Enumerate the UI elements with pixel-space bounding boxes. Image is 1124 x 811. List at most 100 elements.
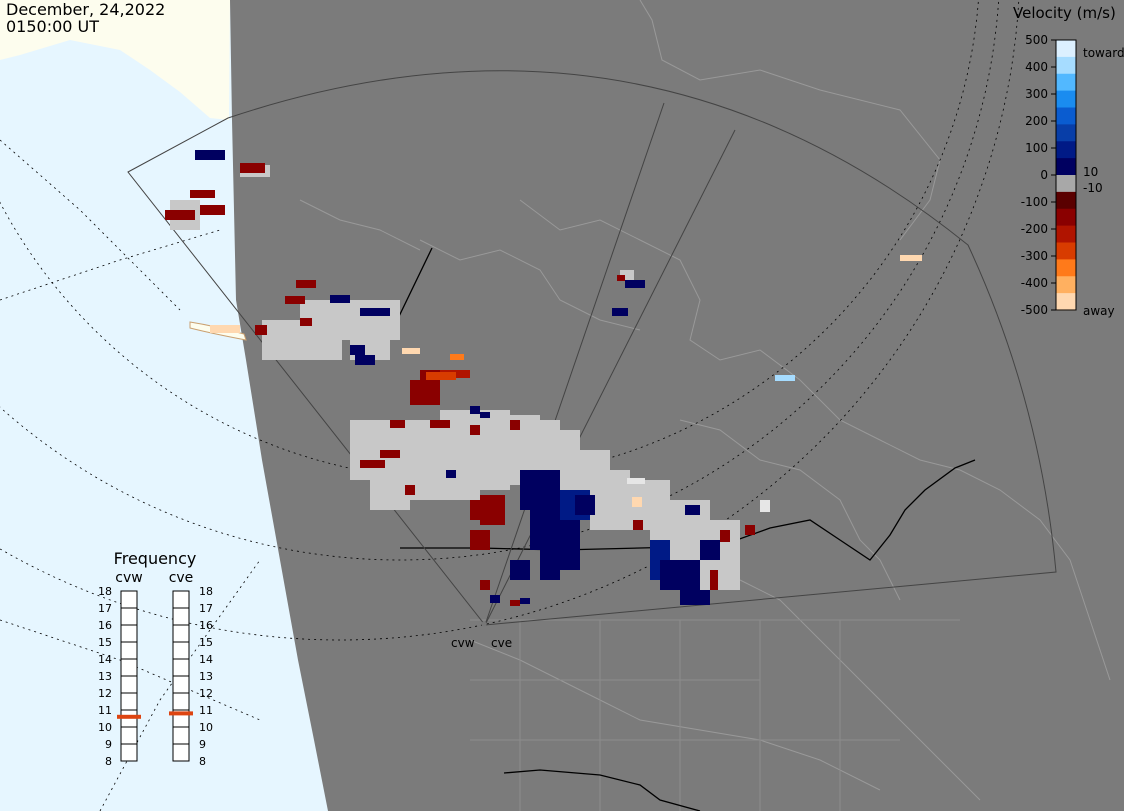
colorbar-swatch-14: [1056, 276, 1076, 294]
colorbar-swatch-12: [1056, 242, 1076, 260]
coastline-7: [739, 579, 981, 801]
frequency-scale-right-8: 8: [199, 755, 206, 768]
colorbar-swatch-10: [1056, 208, 1076, 227]
colorbar-tick-label-0: 500: [1025, 33, 1048, 47]
colorbar-tick-label-3: 200: [1025, 114, 1048, 128]
coastline-3: [299, 199, 421, 251]
backscatter-cell-55: [296, 280, 316, 288]
backscatter-cell-70: [510, 600, 520, 606]
frequency-scale-left-14: 14: [98, 653, 112, 666]
backscatter-cell-67: [720, 530, 730, 542]
colorbar-swatch-4: [1056, 107, 1076, 125]
frequency-scale-right-16: 16: [199, 619, 213, 632]
colorbar-swatch-5: [1056, 124, 1076, 142]
backscatter-cell-60: [430, 420, 450, 428]
colorbar-swatch-9: [1056, 191, 1076, 210]
colorbar-swatch-0: [1056, 40, 1076, 58]
frequency-scale-left-15: 15: [98, 636, 112, 649]
frequency-scale-left-18: 18: [98, 585, 112, 598]
backscatter-cell-62: [510, 420, 520, 430]
backscatter-cell-41: [490, 595, 500, 603]
radar-site-marker: [481, 621, 487, 627]
backscatter-cell-35: [355, 355, 375, 365]
frequency-scale-right-13: 13: [199, 670, 213, 683]
latitude-circle-1: [0, 0, 999, 561]
coastline-1: [519, 199, 961, 471]
backscatter-cell-64: [380, 450, 400, 458]
frequency-scale-right-9: 9: [199, 738, 206, 751]
colorbar-swatch-8: [1056, 175, 1076, 193]
colorbar-minus-ten-label: -10: [1083, 181, 1103, 195]
coastline-2: [419, 239, 641, 331]
colorbar-swatch-3: [1056, 90, 1076, 109]
colorbar-plus-ten-label: 10: [1083, 165, 1098, 179]
frequency-scale-right-11: 11: [199, 704, 213, 717]
us-mexico-border: [503, 769, 701, 811]
frequency-scale-left-12: 12: [98, 687, 112, 700]
fov-beam-boundary-east: [484, 129, 736, 626]
frequency-marker-cve: [169, 711, 193, 716]
colorbar-swatch-6: [1056, 141, 1076, 159]
coastline-5: [959, 469, 1111, 681]
backscatter-cell-44: [480, 495, 505, 525]
backscatter-cell-65: [405, 485, 415, 495]
coastline-4: [679, 419, 901, 601]
frequency-column-label-cvw: cvw: [115, 570, 142, 586]
frequency-scale-left-13: 13: [98, 670, 112, 683]
colorbar-tick-label-7: -200: [1021, 222, 1048, 236]
backscatter-cell-31: [195, 150, 225, 160]
backscatter-cell-37: [612, 308, 628, 316]
backscatter-cell-68: [745, 525, 755, 535]
backscatter-cell-45: [470, 530, 490, 550]
colorbar-swatch-11: [1056, 225, 1076, 244]
backscatter-cell-34: [350, 345, 365, 355]
backscatter-cell-28: [700, 540, 720, 560]
fov-beam-boundary-west: [484, 102, 665, 626]
backscatter-cell-49: [426, 372, 456, 380]
colorbar-title: Velocity (m/s): [1013, 4, 1116, 22]
radar-label-cvw: cvw: [451, 636, 475, 650]
meridian-2: [99, 559, 261, 811]
backscatter-cell-73: [402, 348, 420, 354]
backscatter-cell-23: [575, 495, 595, 515]
time-label: 0150:00 UT: [6, 17, 100, 36]
backscatter-cell-72: [633, 520, 643, 530]
coastline-0: [639, 0, 941, 241]
backscatter-cell-24: [510, 560, 530, 580]
coastline-6: [469, 639, 881, 791]
backscatter-cells: [165, 150, 922, 606]
frequency-column-label-cve: cve: [169, 570, 194, 586]
backscatter-cell-77: [775, 375, 795, 381]
colorbar-tick-label-2: 300: [1025, 87, 1048, 101]
frequency-scale-left-11: 11: [98, 704, 112, 717]
backscatter-cell-33: [360, 308, 390, 316]
meridian-1: [0, 229, 221, 301]
backscatter-cell-61: [470, 425, 480, 435]
backscatter-cell-79: [627, 478, 645, 484]
backscatter-cell-66: [710, 570, 718, 590]
backscatter-cell-52: [190, 190, 215, 198]
backscatter-cell-26: [660, 560, 700, 590]
date-label: December, 24,2022: [6, 0, 166, 19]
latitude-circle-2: [0, 0, 1020, 641]
backscatter-cell-46: [410, 380, 440, 405]
frequency-panel: Frequency cvw cve 18 18 17 17 16 16 15 15 14 14 13 13 1…: [98, 549, 213, 768]
frequency-scale-left-8: 8: [105, 755, 112, 768]
backscatter-cell-54: [240, 163, 265, 173]
backscatter-cell-71: [617, 275, 625, 281]
frequency-scale-right-17: 17: [199, 602, 213, 615]
backscatter-cell-27: [680, 590, 710, 605]
colorbar-tick-label-10: -500: [1021, 303, 1048, 317]
colorbar-swatch-13: [1056, 259, 1076, 277]
alaska-snow-region: [0, 0, 230, 120]
backscatter-cell-19: [520, 470, 560, 510]
backscatter-cell-56: [285, 296, 305, 304]
backscatter-cell-50: [450, 354, 464, 360]
backscatter-cell-59: [390, 420, 405, 428]
colorbar-tick-label-4: 100: [1025, 141, 1048, 155]
backscatter-cell-40: [446, 470, 456, 478]
colorbar-away-label: away: [1083, 304, 1115, 318]
